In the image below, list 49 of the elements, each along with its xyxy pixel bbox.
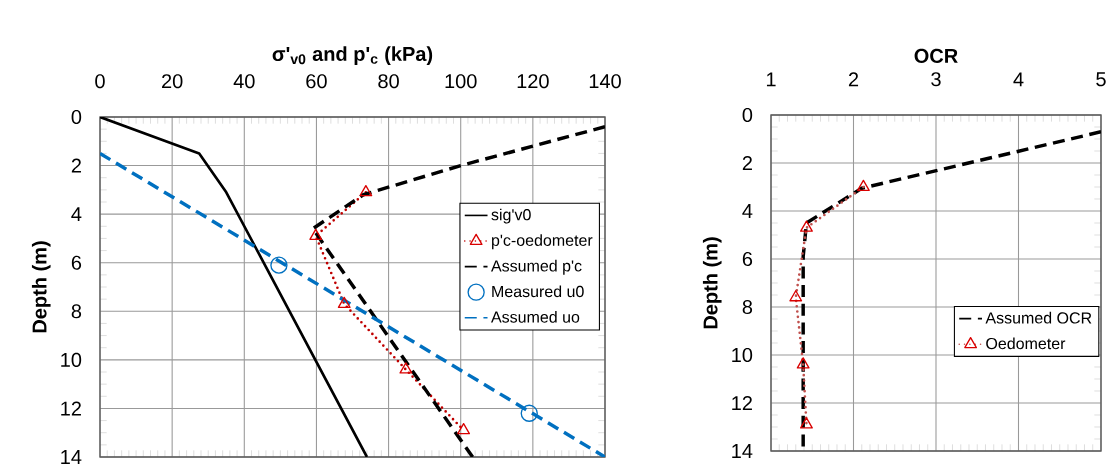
x-axis-title: OCR — [914, 48, 958, 63]
y-tick-label: 4 — [71, 207, 82, 221]
point — [520, 404, 538, 422]
legend-label: Assumed OCR — [985, 311, 1092, 324]
y-tick-label: 8 — [71, 304, 82, 319]
y-axis-title: Depth (m) — [31, 241, 51, 333]
legend-label: Oedometer — [986, 337, 1066, 350]
y-tick-label: 2 — [71, 158, 81, 173]
point — [337, 296, 351, 308]
point — [399, 362, 413, 374]
x-tick-label: 120 — [517, 73, 549, 89]
x-tick-label: 140 — [589, 73, 621, 89]
y-tick-label: 4 — [742, 203, 753, 218]
x-tick-label: 0 — [95, 73, 105, 89]
x-tick-label: 5 — [1096, 72, 1106, 87]
x-tick-label: 60 — [306, 73, 327, 89]
y-tick-label: 10 — [732, 347, 753, 362]
y-tick-label: 6 — [71, 255, 82, 270]
y-axis-title: Depth (m) — [702, 237, 722, 329]
line-series — [311, 124, 605, 457]
point — [309, 228, 323, 240]
y-tick-label: 0 — [71, 109, 82, 124]
y-tick-label: 2 — [742, 155, 752, 170]
legend-label: sig'v0 — [491, 208, 531, 224]
legend-label: Assumed p'c — [491, 259, 582, 275]
point — [359, 184, 373, 197]
y-tick-label: 6 — [742, 251, 753, 266]
line-series — [100, 116, 369, 457]
y-tick-label: 14 — [732, 443, 753, 458]
legend-label: Measured u0 — [492, 285, 584, 297]
y-tick-label: 8 — [742, 299, 753, 314]
legend-label: p'c-oedometer — [492, 234, 593, 249]
x-tick-label: 40 — [233, 73, 255, 89]
x-tick-label: 3 — [931, 71, 941, 87]
y-tick-label: 12 — [61, 401, 81, 416]
y-tick-label: 12 — [732, 395, 752, 410]
y-tick-label: 14 — [61, 449, 82, 464]
y-tick-label: 10 — [61, 352, 82, 367]
x-tick-label: 4 — [1013, 72, 1024, 87]
x-tick-label: 2 — [848, 72, 859, 87]
x-tick-label: 20 — [162, 73, 183, 89]
x-axis-title: σ'$_{v0}$ and p'$_{c}$ (kPa) — [272, 46, 433, 65]
y-tick-label: 0 — [742, 107, 753, 122]
legend-label: Assumed uo — [491, 310, 580, 323]
point — [270, 256, 288, 274]
x-tick-label: 1 — [766, 72, 776, 87]
x-tick-label: 100 — [445, 73, 477, 89]
x-tick-label: 80 — [378, 73, 399, 89]
point — [457, 422, 471, 435]
